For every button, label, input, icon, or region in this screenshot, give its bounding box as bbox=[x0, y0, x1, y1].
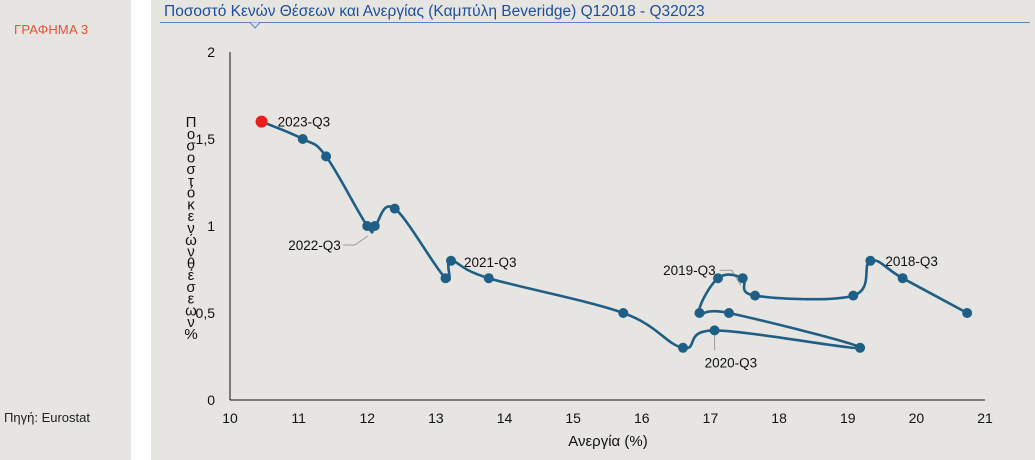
x-tick-labels: 10 11 12 13 14 15 16 17 18 19 20 21 bbox=[222, 410, 993, 426]
annotation-label: 2023-Q3 bbox=[278, 115, 331, 130]
annotation-label: 2021-Q3 bbox=[464, 255, 517, 270]
data-point bbox=[446, 255, 457, 266]
data-point bbox=[897, 273, 908, 284]
data-point bbox=[723, 308, 734, 318]
left-margin-panel: ΓΡΑΦΗΜΑ 3 Πηγή: Eurostat bbox=[0, 0, 131, 460]
annotation-leaders bbox=[342, 235, 742, 351]
x-tick-label: 12 bbox=[359, 410, 375, 426]
x-axis-title: Ανεργία (%) bbox=[568, 433, 647, 450]
x-tick-label: 21 bbox=[977, 410, 993, 426]
data-point bbox=[962, 308, 973, 318]
annotation-label: 2020-Q3 bbox=[705, 355, 758, 370]
data-point bbox=[369, 221, 380, 231]
figure-label: ΓΡΑΦΗΜΑ 3 bbox=[14, 22, 89, 37]
annotation-leader-line bbox=[719, 269, 742, 286]
data-point bbox=[750, 290, 761, 301]
data-point bbox=[483, 273, 494, 284]
series-curve bbox=[260, 120, 969, 350]
chart-title: Ποσοστό Κενών Θέσεων και Ανεργίας (Καμπύ… bbox=[164, 3, 705, 20]
x-tick-label: 10 bbox=[222, 410, 238, 426]
x-tick-label: 19 bbox=[840, 410, 856, 426]
latest-data-point bbox=[255, 115, 268, 128]
y-tick-label: 2 bbox=[207, 44, 215, 60]
annotation-labels: 2018-Q3 2019-Q3 2020-Q3 2021-Q3 2022-Q3 2023-… bbox=[278, 115, 938, 371]
data-point bbox=[848, 290, 859, 301]
data-point bbox=[440, 273, 451, 284]
data-point bbox=[321, 151, 332, 162]
data-points bbox=[255, 115, 973, 353]
data-point bbox=[362, 221, 373, 231]
y-tick-label: 0 bbox=[207, 392, 215, 408]
x-tick-label: 11 bbox=[291, 410, 306, 426]
data-point bbox=[694, 308, 705, 318]
annotation-leader-line bbox=[342, 235, 369, 246]
data-point bbox=[713, 273, 724, 284]
x-tick-label: 18 bbox=[771, 410, 787, 426]
annotation-label: 2022-Q3 bbox=[288, 238, 341, 253]
source-note: Πηγή: Eurostat bbox=[4, 410, 90, 425]
data-point bbox=[855, 342, 866, 353]
data-point bbox=[678, 342, 688, 353]
title-underline bbox=[160, 22, 1030, 29]
x-tick-label: 20 bbox=[909, 410, 925, 426]
annotation-label: 2019-Q3 bbox=[663, 263, 716, 278]
data-point bbox=[297, 134, 308, 144]
x-tick-label: 17 bbox=[703, 410, 719, 426]
data-point bbox=[737, 273, 748, 284]
x-tick-label: 14 bbox=[497, 410, 513, 426]
x-tick-label: 15 bbox=[565, 410, 581, 426]
annotation-label: 2018-Q3 bbox=[885, 254, 938, 269]
data-point bbox=[865, 255, 876, 266]
data-point bbox=[709, 325, 720, 336]
data-point bbox=[389, 203, 400, 214]
column-gap bbox=[131, 0, 151, 460]
chart-panel bbox=[151, 0, 1035, 460]
x-tick-label: 13 bbox=[428, 410, 444, 426]
data-point bbox=[618, 308, 629, 318]
y-tick-label: 1 bbox=[207, 218, 215, 234]
x-tick-label: 16 bbox=[634, 410, 650, 426]
y-tick-label: 0,5 bbox=[196, 305, 216, 321]
y-tick-labels: 0 0,5 1 1,5 2 bbox=[196, 44, 216, 408]
y-tick-label: 1,5 bbox=[196, 131, 216, 147]
